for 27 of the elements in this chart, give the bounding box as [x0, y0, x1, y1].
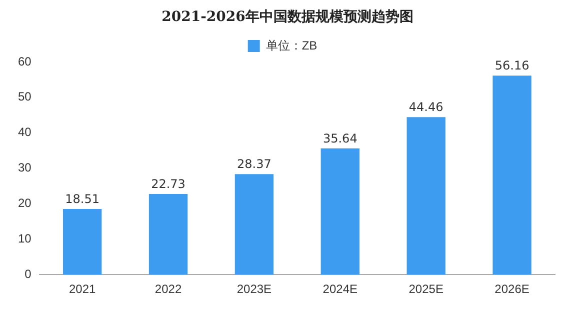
- bar: [234, 174, 274, 275]
- data-label: 18.51: [65, 192, 100, 206]
- chart-title: 2021-2026年中国数据规模预测趋势图: [160, 8, 414, 26]
- y-tick-label: 60: [18, 54, 32, 68]
- y-tick-label: 0: [24, 266, 32, 281]
- data-label: 22.73: [151, 177, 186, 192]
- y-tick-label: 40: [18, 125, 32, 140]
- y-tick-label: 50: [18, 90, 32, 104]
- data-label: 35.64: [322, 131, 358, 146]
- data-label: 28.37: [237, 157, 272, 172]
- bar: [492, 76, 532, 275]
- data-label: 44.46: [408, 100, 444, 114]
- x-tick-label: 2026E: [494, 282, 530, 296]
- bar: [320, 148, 360, 275]
- legend-label: 单位：ZB: [266, 38, 318, 52]
- x-tick-label: 2021: [68, 282, 96, 296]
- x-tick-label: 2025E: [408, 282, 444, 296]
- x-tick-label: 2022: [154, 282, 182, 296]
- y-tick-label: 20: [18, 196, 32, 210]
- data-label: 56.16: [494, 58, 530, 73]
- y-tick-label: 30: [18, 160, 32, 175]
- bar: [148, 194, 188, 275]
- bar: [62, 209, 102, 275]
- bar: [406, 117, 446, 275]
- x-tick-label: 2023E: [236, 282, 272, 296]
- y-tick-label: 10: [18, 231, 32, 246]
- x-tick-label: 2024E: [322, 282, 358, 296]
